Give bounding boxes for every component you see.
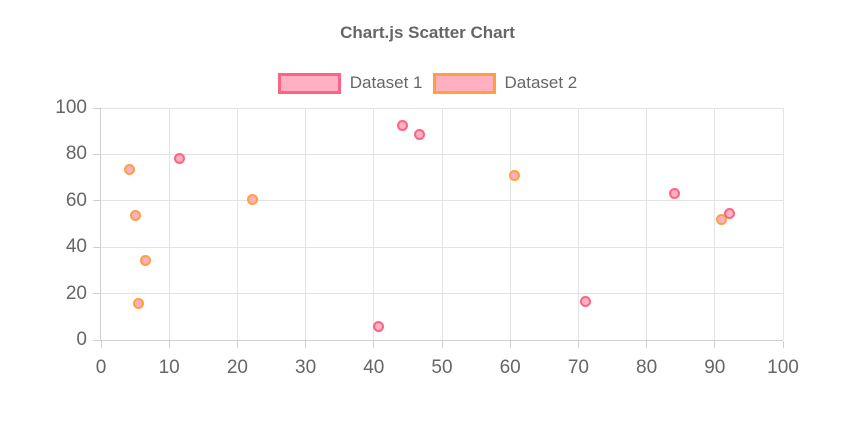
y-tick-mark: [93, 200, 100, 202]
x-gridline: [441, 108, 443, 340]
y-gridline: [101, 153, 783, 155]
x-tick-label: 30: [295, 357, 317, 378]
legend-swatch-icon: [432, 72, 496, 94]
scatter-point[interactable]: [579, 296, 591, 308]
x-tick-mark: [714, 341, 716, 348]
x-tick-mark: [305, 341, 307, 348]
scatter-point[interactable]: [372, 320, 384, 332]
x-tick-label: 80: [636, 357, 658, 378]
legend-label: Dataset 1: [349, 73, 423, 92]
x-tick-mark: [509, 341, 511, 348]
x-tick-label: 50: [431, 357, 453, 378]
x-tick-label: 0: [95, 357, 107, 378]
y-tick-label: 40: [65, 236, 87, 258]
scatter-point[interactable]: [140, 254, 151, 266]
y-tick-mark: [93, 293, 100, 295]
y-gridline: [101, 107, 783, 109]
x-tick-mark: [782, 341, 784, 348]
x-gridline: [577, 108, 579, 340]
legend-swatch-icon: [277, 72, 341, 94]
scatter-point[interactable]: [508, 170, 520, 182]
x-tick-label: 90: [704, 357, 726, 378]
x-gridline: [646, 108, 648, 340]
x-tick-mark: [577, 341, 579, 348]
y-tick-label: 20: [65, 282, 87, 304]
x-tick-label: 70: [567, 357, 589, 378]
x-gridline: [373, 108, 375, 340]
y-tick-mark: [93, 153, 100, 155]
y-tick-mark: [93, 246, 100, 248]
x-tick-mark: [646, 341, 648, 348]
x-gridline: [509, 108, 511, 340]
scatter-point[interactable]: [174, 152, 186, 164]
x-gridline: [782, 108, 784, 340]
y-tick-mark: [93, 339, 100, 341]
x-tick-mark: [441, 341, 443, 348]
legend-label: Dataset 2: [504, 73, 578, 92]
x-gridline: [236, 108, 238, 340]
x-tick-label: 10: [158, 357, 180, 378]
legend-item[interactable]: Dataset 1: [277, 72, 423, 94]
plot-area: 0 10 20 30 40 50 60 70 80 90 100 0 20 40 60 80 100: [55, 97, 799, 378]
x-tick-mark: [373, 341, 375, 348]
scatter-point[interactable]: [397, 120, 409, 132]
scatter-point[interactable]: [715, 214, 727, 226]
x-tick-label: 60: [499, 357, 521, 378]
y-gridline: [101, 200, 783, 202]
x-tick-label: 40: [363, 357, 385, 378]
x-gridline: [305, 108, 307, 340]
x-tick-mark: [168, 341, 170, 348]
y-tick-label: 100: [55, 97, 87, 118]
legend: Dataset 1 Dataset 2: [0, 70, 855, 96]
y-tick-label: 60: [65, 189, 87, 211]
scatter-point[interactable]: [123, 163, 135, 175]
y-tick-label: 0: [76, 329, 87, 350]
x-tick-label: 100: [767, 357, 799, 378]
y-gridline: [101, 293, 783, 295]
scatter-point[interactable]: [247, 193, 259, 205]
x-tick-mark: [100, 341, 102, 348]
scatter-point[interactable]: [133, 297, 145, 309]
x-tick-mark: [236, 341, 238, 348]
y-tick-mark: [93, 107, 100, 109]
x-gridline: [714, 108, 716, 340]
legend-item[interactable]: Dataset 2: [432, 72, 578, 94]
x-tick-label: 20: [226, 357, 248, 378]
scatter-point[interactable]: [129, 210, 141, 222]
scatter-point[interactable]: [414, 128, 426, 140]
chart-title: Chart.js Scatter Chart: [340, 23, 515, 42]
y-tick-label: 80: [65, 143, 87, 165]
y-gridline: [101, 246, 783, 248]
scatter-point[interactable]: [724, 207, 736, 219]
scatter-point[interactable]: [669, 187, 681, 199]
x-gridline: [168, 108, 170, 340]
